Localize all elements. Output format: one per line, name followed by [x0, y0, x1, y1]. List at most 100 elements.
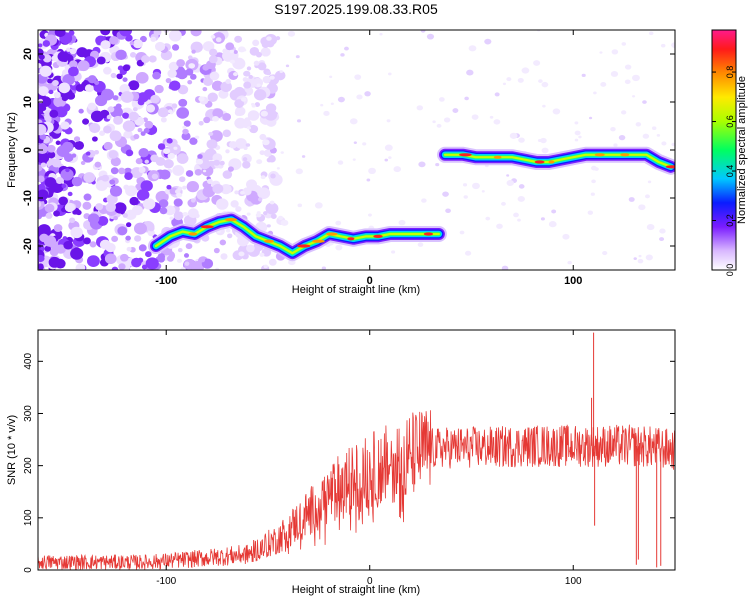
noise-blob [513, 212, 519, 218]
noise-blob [144, 159, 149, 164]
noise-blob [119, 84, 130, 94]
noise-blob [222, 112, 232, 122]
noise-blob [91, 136, 98, 142]
noise-blob [270, 173, 276, 179]
noise-blob [168, 30, 182, 42]
noise-blob [150, 94, 160, 104]
noise-blob [134, 235, 142, 242]
noise-blob [116, 73, 123, 80]
noise-blob [68, 30, 75, 36]
noise-blob [177, 247, 183, 253]
noise-blob [230, 200, 239, 208]
noise-blob [194, 135, 200, 140]
colorbar-tick-label: 0.4 [725, 165, 735, 178]
noise-blob [206, 139, 218, 150]
noise-blob [58, 196, 68, 206]
noise-blob [220, 81, 232, 92]
noise-blob [229, 49, 234, 54]
noise-blob [287, 30, 296, 37]
colorbar-ticks: 0.0 0.2 0.4 0.6 0.8 [712, 66, 736, 276]
noise-blob [103, 125, 112, 134]
noise-blob [234, 99, 244, 108]
noise-blob [80, 160, 86, 166]
noise-blob [252, 39, 260, 47]
noise-blob [222, 170, 233, 179]
noise-blob [259, 133, 267, 141]
noise-blob [97, 216, 109, 226]
noise-blob [142, 198, 156, 210]
colorbar-tick-label: 0.6 [725, 115, 735, 128]
noise-blob [100, 30, 111, 36]
noise-blob [107, 106, 115, 113]
noise-blob [235, 106, 246, 116]
noise-blob [242, 161, 251, 169]
noise-blob [256, 159, 263, 165]
noise-blob [229, 141, 238, 149]
noise-blob [215, 267, 220, 270]
noise-blob [181, 132, 191, 141]
noise-blob [129, 196, 139, 206]
noise-blob [51, 54, 59, 62]
noise-blob [496, 223, 503, 229]
noise-blob [209, 48, 218, 57]
noise-blob [321, 266, 327, 270]
noise-blob [671, 142, 675, 147]
noise-blob [70, 226, 83, 239]
noise-blob [244, 117, 251, 123]
noise-blob [38, 123, 47, 136]
noise-blob [238, 251, 245, 257]
noise-blob [148, 55, 157, 63]
noise-blob [472, 182, 480, 190]
noise-blob [157, 107, 169, 118]
noise-blob [443, 117, 451, 123]
noise-blob [329, 75, 333, 79]
noise-blob [87, 213, 100, 224]
noise-blob [176, 107, 190, 119]
noise-blob [489, 115, 494, 119]
noise-blob [178, 98, 188, 107]
noise-blob [55, 140, 61, 145]
noise-blob [207, 178, 213, 184]
noise-blob [69, 60, 78, 69]
x-tick-label: 0 [367, 275, 373, 287]
noise-blob [452, 108, 459, 113]
noise-blob [115, 49, 127, 60]
noise-blob [481, 190, 485, 193]
noise-blob [213, 247, 220, 254]
noise-blob [73, 136, 81, 142]
noise-blob [198, 120, 204, 126]
noise-blob [158, 43, 165, 50]
noise-blob [521, 67, 530, 74]
noise-blob [391, 250, 396, 254]
noise-blob [466, 69, 474, 76]
noise-blob [176, 59, 186, 68]
noise-blob [243, 70, 251, 77]
noise-blob [65, 168, 70, 173]
noise-blob [237, 46, 246, 53]
colorbar-frame [711, 29, 737, 271]
noise-blob [38, 63, 42, 69]
ridge-peak [373, 234, 383, 238]
noise-blob [87, 75, 97, 84]
noise-blob [506, 174, 510, 177]
noise-blob [114, 202, 127, 214]
noise-blob [104, 253, 117, 264]
noise-blob [235, 206, 242, 212]
noise-blob [179, 176, 186, 183]
noise-blob [659, 228, 666, 234]
noise-blob [277, 215, 284, 220]
noise-blob [661, 141, 667, 146]
noise-blob [75, 209, 82, 216]
noise-blob [248, 74, 253, 79]
noise-blob [635, 122, 642, 127]
ridge-peak [224, 218, 238, 222]
noise-blob [207, 92, 218, 102]
noise-blob [642, 100, 647, 104]
noise-blob [337, 160, 344, 165]
noise-blob [155, 157, 166, 166]
y-tick-label: 300 [23, 405, 34, 422]
noise-blob [191, 49, 196, 54]
noise-blob [38, 190, 48, 202]
noise-blob [43, 235, 57, 247]
noise-blob [137, 127, 143, 133]
